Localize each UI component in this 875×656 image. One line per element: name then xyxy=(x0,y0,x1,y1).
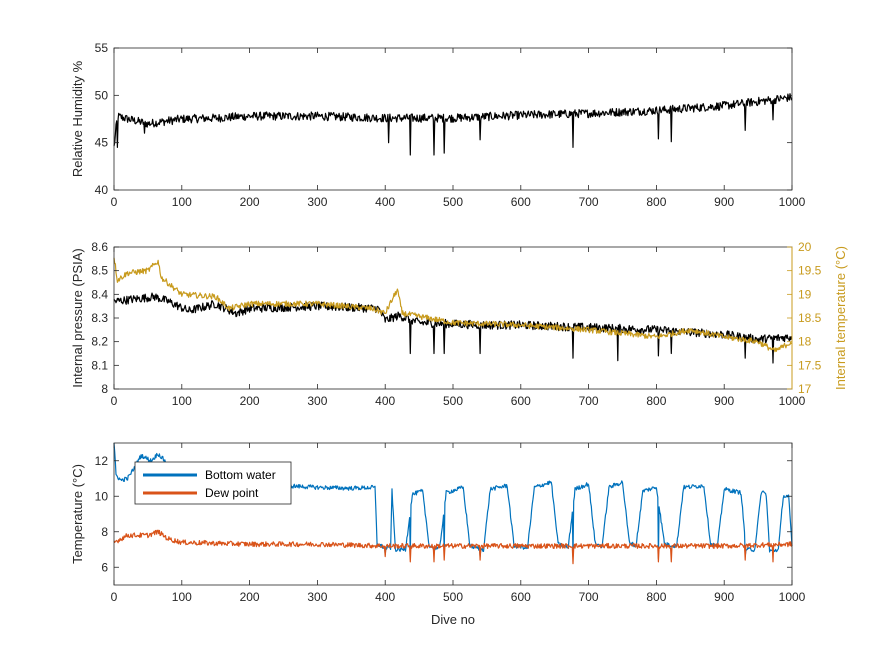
x-tick-label: 400 xyxy=(375,590,395,604)
y-tick-label: 8.2 xyxy=(91,335,108,349)
y-tick-label: 6 xyxy=(101,560,108,574)
x-tick-label: 700 xyxy=(579,590,599,604)
x-tick-label: 300 xyxy=(307,394,327,408)
y-tick-label: 40 xyxy=(95,183,109,197)
y-tick-label: 12 xyxy=(95,454,109,468)
legend-label: Bottom water xyxy=(205,468,276,482)
x-tick-label: 0 xyxy=(111,394,118,408)
x-tick-label: 300 xyxy=(307,195,327,209)
y-tick-label: 8.5 xyxy=(91,264,108,278)
x-tick-label: 400 xyxy=(375,195,395,209)
legend-box xyxy=(134,461,292,505)
y2-tick-label: 18 xyxy=(798,335,812,349)
x-tick-label: 300 xyxy=(307,590,327,604)
x-tick-label: 500 xyxy=(443,590,463,604)
y2-tick-label: 20 xyxy=(798,240,812,254)
panel-3: 0 100 200 300 400 500 600 700 800 900 1000 6 8 10 12 Te… xyxy=(70,442,806,627)
y2-tick-label: 19.5 xyxy=(798,264,822,278)
panel-2: 0 100 200 300 400 500 600 700 800 900 1000 8 8.1 8.2 8… xyxy=(70,240,848,408)
y-tick-label: 8.4 xyxy=(91,287,108,301)
y-tick-label: 8 xyxy=(101,382,108,396)
x-tick-label: 800 xyxy=(646,590,666,604)
x-tick-label: 600 xyxy=(511,590,531,604)
x-tick-label: 500 xyxy=(443,195,463,209)
y-tick-label: 8.3 xyxy=(91,311,108,325)
y-tick-label: 8.1 xyxy=(91,358,108,372)
x-tick-label: 100 xyxy=(172,590,192,604)
x-tick-label: 700 xyxy=(579,195,599,209)
series-line-2-2 xyxy=(113,257,793,353)
y2-tick-label: 17.5 xyxy=(798,358,822,372)
x-tick-label: 900 xyxy=(714,195,734,209)
x-tick-label: 400 xyxy=(375,394,395,408)
x-tick-label: 100 xyxy=(172,195,192,209)
series-line-1-1 xyxy=(113,93,793,156)
y-tick-label: 50 xyxy=(95,88,109,102)
x-tick-label: 1000 xyxy=(779,590,806,604)
x-tick-label: 600 xyxy=(511,195,531,209)
y2-tick-label: 17 xyxy=(798,382,812,396)
series-line-3-2 xyxy=(113,529,793,565)
y-tick-label: 8 xyxy=(101,525,108,539)
x-tick-label: 200 xyxy=(240,590,260,604)
x-tick-label: 0 xyxy=(111,590,118,604)
x-tick-label: 800 xyxy=(646,195,666,209)
x-tick-label: 200 xyxy=(240,394,260,408)
y-tick-label: 10 xyxy=(95,489,109,503)
y2-axis-label: Internal temperature (°C) xyxy=(833,246,848,390)
x-tick-label: 500 xyxy=(443,394,463,408)
x-tick-label: 700 xyxy=(579,394,599,408)
y2-tick-label: 19 xyxy=(798,287,812,301)
y-axis-label: Relative Humidity % xyxy=(70,60,85,177)
y-tick-label: 55 xyxy=(95,41,109,55)
plot-frame xyxy=(113,246,793,390)
y-tick-label: 45 xyxy=(95,136,109,150)
x-tick-label: 900 xyxy=(714,394,734,408)
series-line-2-1 xyxy=(113,292,793,364)
x-tick-label: 0 xyxy=(111,195,118,209)
y-axis-label: Temperature (°C) xyxy=(70,464,85,564)
legend-label: Dew point xyxy=(205,486,259,500)
legend: Bottom water Dew point xyxy=(134,461,292,505)
x-tick-label: 1000 xyxy=(779,195,806,209)
x-tick-label: 200 xyxy=(240,195,260,209)
x-tick-label: 1000 xyxy=(779,394,806,408)
y-axis-label: Internal pressure (PSIA) xyxy=(70,248,85,387)
y-tick-label: 8.6 xyxy=(91,240,108,254)
x-tick-label: 800 xyxy=(646,394,666,408)
x-tick-label: 900 xyxy=(714,590,734,604)
x-axis-label: Dive no xyxy=(431,612,475,627)
x-tick-label: 600 xyxy=(511,394,531,408)
x-tick-label: 100 xyxy=(172,394,192,408)
y2-tick-label: 18.5 xyxy=(798,311,822,325)
panel-1: 0 100 200 300 400 500 600 700 800 900 1000 40 45 50 55… xyxy=(70,41,806,209)
